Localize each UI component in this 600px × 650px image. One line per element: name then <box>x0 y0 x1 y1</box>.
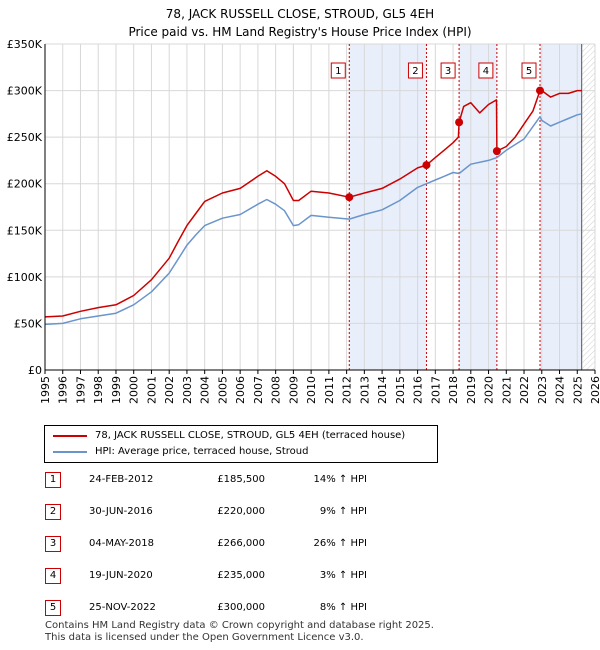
transaction-number: 1 <box>45 472 61 488</box>
sale-number-label: 4 <box>483 66 489 77</box>
x-tick-label: 2006 <box>234 376 247 404</box>
transaction-number: 5 <box>45 600 61 616</box>
x-tick-label: 2020 <box>483 376 496 404</box>
shaded-period <box>459 44 497 370</box>
y-tick-label: £300K <box>7 85 43 98</box>
x-tick-label: 2021 <box>500 376 513 404</box>
transaction-price: £235,000 <box>217 570 265 581</box>
sale-number-box <box>440 62 456 79</box>
transaction-row: 4 19-JUN-2020 £235,000 3% ↑ HPI <box>45 566 375 586</box>
x-tick-label: 2009 <box>287 376 300 404</box>
legend-label-hpi: HPI: Average price, terraced house, Stro… <box>95 446 309 457</box>
transaction-hpi-change: 9% ↑ HPI <box>319 506 367 517</box>
sale-number-label: 5 <box>526 66 532 77</box>
x-tick-label: 2010 <box>305 376 318 404</box>
y-tick-label: £50K <box>14 317 43 330</box>
transaction-number: 4 <box>45 568 61 584</box>
x-tick-label: 2026 <box>589 376 600 404</box>
x-tick-label: 1995 <box>39 376 52 404</box>
y-tick-label: £150K <box>7 224 43 237</box>
x-tick-label: 2016 <box>412 376 425 404</box>
transaction-price: £300,000 <box>217 602 265 613</box>
x-tick-label: 2013 <box>358 376 371 404</box>
x-tick-label: 1996 <box>57 376 70 404</box>
y-tick-label: £100K <box>7 271 43 284</box>
transaction-hpi-change: 8% ↑ HPI <box>319 602 367 613</box>
sale-point <box>492 147 501 156</box>
x-tick-label: 2019 <box>465 376 478 404</box>
forecast-hatch <box>581 44 595 370</box>
x-tick-label: 1999 <box>110 376 123 404</box>
chart-title: 78, JACK RUSSELL CLOSE, STROUD, GL5 4EH <box>165 7 435 21</box>
transaction-hpi-change: 26% ↑ HPI <box>313 538 367 549</box>
sale-number-label: 1 <box>335 66 341 77</box>
legend-swatch-property <box>53 435 87 437</box>
x-tick-label: 2008 <box>270 376 283 404</box>
x-tick-label: 2004 <box>199 376 212 404</box>
transaction-row: 5 25-NOV-2022 £300,000 8% ↑ HPI <box>45 598 375 618</box>
sale-number-box <box>478 62 494 79</box>
hpi-line <box>44 113 582 326</box>
transaction-row: 3 04-MAY-2018 £266,000 26% ↑ HPI <box>45 534 375 554</box>
footer: Contains HM Land Registry data © Crown c… <box>45 620 434 644</box>
transaction-hpi-change: 14% ↑ HPI <box>313 474 367 485</box>
sale-point <box>455 118 464 127</box>
legend-swatch-hpi <box>53 451 87 453</box>
sale-number-label: 3 <box>445 66 451 77</box>
chart-subtitle: Price paid vs. HM Land Registry's House … <box>128 25 472 39</box>
transaction-hpi-change: 3% ↑ HPI <box>319 570 367 581</box>
x-tick-label: 1997 <box>74 376 87 404</box>
sale-number-label: 2 <box>412 66 418 77</box>
x-tick-label: 2011 <box>323 376 336 404</box>
x-tick-label: 2023 <box>536 376 549 404</box>
x-tick-label: 2017 <box>429 376 442 404</box>
transaction-date: 19-JUN-2020 <box>89 570 153 581</box>
x-tick-label: 2024 <box>554 376 567 404</box>
transaction-number: 3 <box>45 536 61 552</box>
transaction-price: £220,000 <box>217 506 265 517</box>
y-tick-label: £250K <box>7 131 43 144</box>
x-tick-label: 2022 <box>518 376 531 404</box>
x-tick-label: 2007 <box>252 376 265 404</box>
x-tick-label: 2012 <box>341 376 354 404</box>
sale-point <box>422 161 431 170</box>
transaction-date: 04-MAY-2018 <box>89 538 155 549</box>
transaction-number: 2 <box>45 504 61 520</box>
transaction-row: 2 30-JUN-2016 £220,000 9% ↑ HPI <box>45 502 375 522</box>
sale-point <box>345 193 354 202</box>
copyright-line: Contains HM Land Registry data © Crown c… <box>45 620 434 631</box>
x-tick-label: 2025 <box>571 376 584 404</box>
price-chart: 1 2 3 4 5 £0 £50K £100K £150K £200K £250K £300K £35… <box>7 38 600 404</box>
legend: 78, JACK RUSSELL CLOSE, STROUD, GL5 4EH … <box>44 425 438 463</box>
sale-number-box <box>407 62 423 79</box>
x-tick-label: 2000 <box>128 376 141 404</box>
shaded-period <box>540 44 582 370</box>
sale-point <box>536 86 544 95</box>
transaction-date: 24-FEB-2012 <box>89 474 154 485</box>
x-tick-label: 2014 <box>376 376 389 404</box>
x-tick-label: 2005 <box>216 376 229 404</box>
x-tick-label: 2018 <box>447 376 460 404</box>
y-tick-label: £350K <box>7 38 43 51</box>
y-tick-label: £200K <box>7 178 43 191</box>
x-tick-label: 2003 <box>181 376 194 404</box>
sale-number-box <box>521 62 537 79</box>
property-price-line <box>44 89 582 318</box>
y-tick-label: £0 <box>28 364 42 377</box>
transaction-row: 1 24-FEB-2012 £185,500 14% ↑ HPI <box>45 470 375 490</box>
transaction-price: £266,000 <box>217 538 265 549</box>
x-tick-label: 2002 <box>163 376 176 404</box>
transaction-price: £185,500 <box>217 474 265 485</box>
x-tick-label: 2015 <box>394 376 407 404</box>
x-tick-label: 2001 <box>145 376 158 404</box>
sale-number-box <box>330 62 346 79</box>
x-tick-label: 1998 <box>92 376 105 404</box>
transaction-date: 25-NOV-2022 <box>89 602 156 613</box>
licence-line: This data is licensed under the Open Gov… <box>45 632 364 643</box>
legend-label-property: 78, JACK RUSSELL CLOSE, STROUD, GL5 4EH … <box>95 430 406 441</box>
transaction-date: 30-JUN-2016 <box>89 506 153 517</box>
